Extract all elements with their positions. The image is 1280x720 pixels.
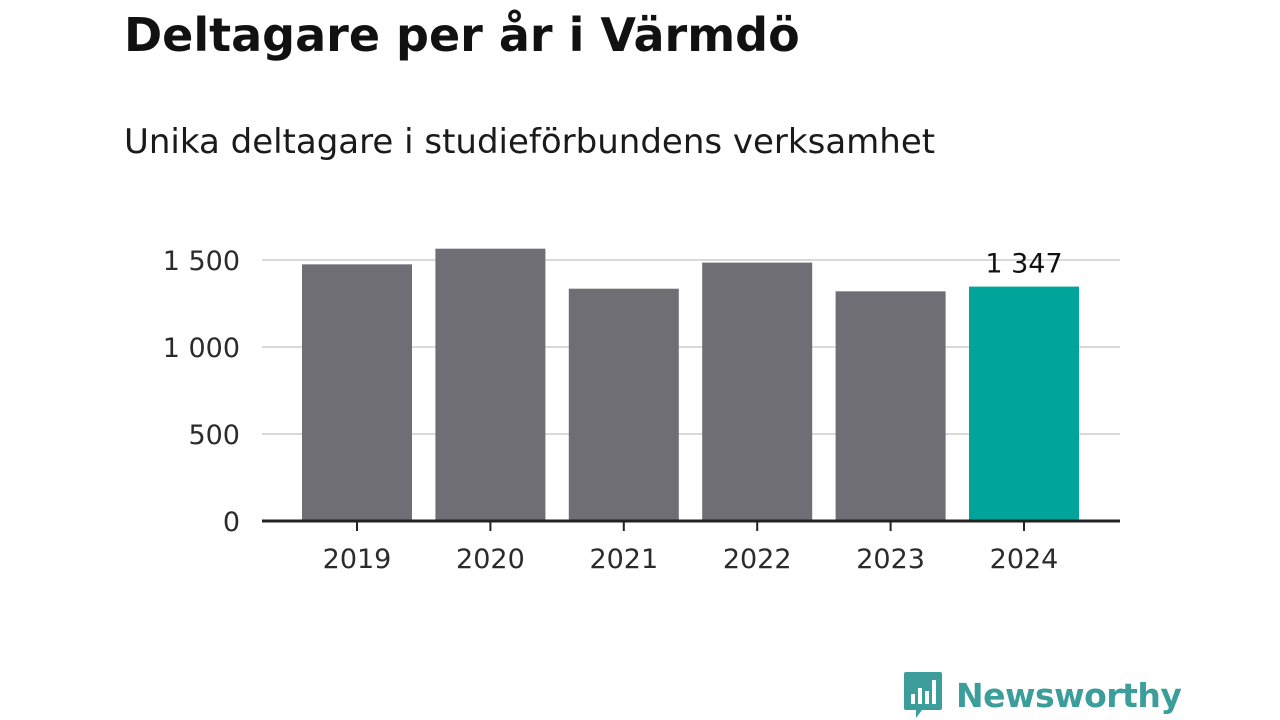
bars xyxy=(302,248,1079,521)
bar-2020 xyxy=(435,248,546,521)
y-tick-label: 0 xyxy=(223,507,240,538)
newsworthy-logo-icon xyxy=(904,672,942,718)
labels: 0 500 1 000 1 500 2019 2020 2021 2022 2023 2024 1 … xyxy=(163,246,1063,575)
newsworthy-logo: Newsworthy xyxy=(902,670,1182,720)
bar-2024 xyxy=(969,286,1079,521)
bar-2022 xyxy=(702,262,813,521)
bar-2021 xyxy=(568,288,679,521)
bar-2023 xyxy=(835,291,946,521)
y-tick-label: 1 500 xyxy=(163,246,240,277)
axes xyxy=(262,519,1120,531)
x-tick-label: 2023 xyxy=(856,544,925,575)
x-tick-label: 2021 xyxy=(589,544,658,575)
x-tick-label: 2019 xyxy=(323,544,392,575)
chart-subtitle: Unika deltagare i studieförbundens verks… xyxy=(124,122,936,162)
x-tick-label: 2024 xyxy=(990,544,1059,575)
chart-title: Deltagare per år i Värmdö xyxy=(124,8,800,62)
bar-2019 xyxy=(302,264,412,521)
bar-chart: 0 500 1 000 1 500 2019 2020 2021 2022 2023 2024 1 … xyxy=(163,246,1120,575)
y-tick-label: 500 xyxy=(188,420,240,451)
y-tick-label: 1 000 xyxy=(163,333,240,364)
data-label: 1 347 xyxy=(985,249,1062,280)
x-tick-label: 2022 xyxy=(723,544,792,575)
brand-name: Newsworthy xyxy=(956,675,1182,715)
x-tick-label: 2020 xyxy=(456,544,525,575)
